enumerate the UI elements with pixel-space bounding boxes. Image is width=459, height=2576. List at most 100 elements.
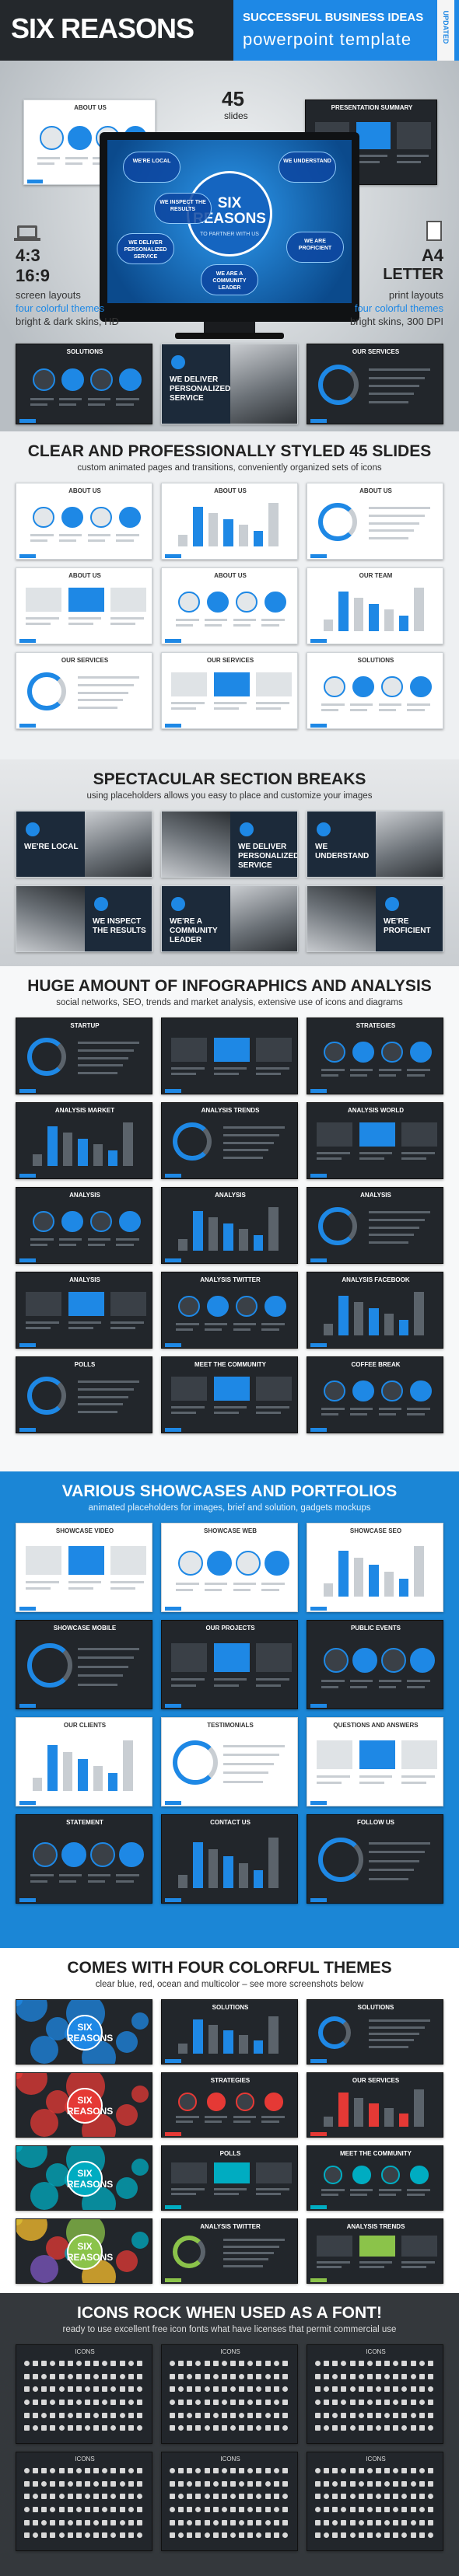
icon-glyph — [410, 2412, 416, 2418]
section-subtitle: using placeholders allows you easy to pl… — [86, 791, 373, 801]
text-line — [78, 1056, 129, 1059]
footer-tab — [19, 1607, 37, 1611]
decor-box — [256, 1037, 293, 1063]
icon-glyph — [212, 2532, 219, 2539]
decor-circle — [131, 2159, 149, 2176]
icon-glyph — [102, 2468, 108, 2473]
icon-glyph — [170, 2532, 175, 2539]
slide-title: OUR SERVICES — [206, 657, 254, 664]
section-panel — [162, 886, 230, 951]
icon-glyph — [273, 2361, 279, 2366]
icon-glyph — [265, 2532, 271, 2539]
icon-glyph — [187, 2468, 193, 2473]
icon-glyph — [187, 2425, 193, 2431]
icon-glyph — [67, 2480, 73, 2487]
text-line — [78, 691, 129, 694]
icon-glyph — [376, 2412, 381, 2418]
decor-circle — [90, 368, 114, 392]
icon-glyph — [85, 2519, 90, 2525]
text-line — [321, 1408, 345, 1411]
icon-glyph — [178, 2494, 184, 2500]
slide-thumbnail: ANALYSIS TWITTER — [161, 2218, 298, 2284]
decor-circle — [265, 591, 286, 613]
text-line — [78, 1387, 135, 1391]
icon-glyph — [212, 2480, 219, 2487]
footer-tab — [165, 1801, 182, 1805]
icon-glyph — [128, 2425, 134, 2431]
icon-glyph — [324, 2373, 330, 2379]
footer-tab — [165, 1607, 182, 1611]
text-line — [369, 1210, 431, 1213]
decor-circle — [324, 675, 345, 698]
icon-glyph — [265, 2386, 271, 2393]
decor-bar — [268, 2016, 279, 2054]
section: ICONS ROCK WHEN USED AS A FONT! ready to … — [0, 2293, 459, 2576]
slide-title: SIX REASONS — [66, 2022, 114, 2044]
icon-glyph — [75, 2507, 82, 2512]
decor-bar — [353, 597, 364, 632]
text-line — [369, 1234, 415, 1237]
footer-tab — [310, 1801, 328, 1805]
icon-glyph — [187, 2361, 193, 2366]
slide-title: ABOUT US — [214, 487, 247, 494]
icon-glyph — [178, 2412, 184, 2418]
icon-glyph — [401, 2468, 408, 2473]
icon-glyph — [332, 2507, 338, 2512]
icon-glyph — [230, 2386, 236, 2393]
icon-glyph — [366, 2494, 373, 2500]
icon-glyph — [419, 2412, 425, 2418]
decor-bar — [384, 1314, 394, 1336]
section-title: CLEAR AND PROFESSIONALLY STYLED 45 SLIDE… — [27, 442, 432, 460]
photo — [162, 812, 230, 877]
decor-box — [110, 1545, 147, 1575]
slide-thumbnail: STRATEGIES — [307, 1017, 443, 1094]
text-line — [369, 529, 415, 532]
icon-circle — [94, 897, 108, 911]
text-line — [175, 2116, 199, 2119]
decor-circle — [236, 591, 258, 613]
slide-thumbnail: SOLUTIONS — [307, 1999, 443, 2065]
decor-bar — [47, 1126, 58, 1167]
decor-circle — [381, 675, 403, 698]
icon-glyph — [110, 2507, 117, 2512]
icon-glyph — [128, 2494, 134, 2500]
text-line — [58, 1880, 77, 1883]
icon-glyph — [358, 2532, 364, 2539]
text-line — [378, 709, 397, 712]
icon-glyph — [401, 2532, 408, 2539]
icon-glyph — [119, 2373, 125, 2379]
footer-tab — [310, 2278, 328, 2282]
decor-bar — [238, 1229, 248, 1251]
icon-glyph — [221, 2494, 227, 2500]
icon-glyph — [178, 2468, 184, 2473]
icon-glyph — [204, 2519, 210, 2525]
text-line — [213, 1067, 247, 1070]
slide-title: SIX REASONS — [66, 2095, 114, 2117]
text-line — [78, 1049, 135, 1052]
slide-title: ANALYSIS — [69, 1276, 100, 1283]
icon-glyph — [50, 2373, 56, 2379]
icon-glyph — [50, 2468, 56, 2473]
text-line — [175, 2120, 194, 2124]
icon-glyph — [384, 2494, 391, 2500]
section-panel — [376, 886, 443, 951]
icon-glyph — [427, 2361, 433, 2366]
icon-glyph — [110, 2494, 117, 2500]
icon-glyph — [102, 2361, 108, 2366]
decor-bar — [324, 620, 334, 632]
slide-thumbnail: OUR SERVICES — [307, 344, 443, 424]
icon-circle — [385, 897, 399, 911]
decor-circle — [30, 2109, 58, 2137]
footer-tab — [310, 2132, 328, 2136]
slide-thumbnail: WE'RE LOCAL — [16, 811, 152, 878]
screen-info: screen layouts — [16, 289, 81, 301]
text-line — [87, 1238, 111, 1241]
decor-circle — [207, 591, 229, 613]
text-line — [223, 2239, 286, 2242]
decor-circle — [265, 1550, 290, 1576]
text-line — [378, 1408, 402, 1411]
icon-glyph — [58, 2361, 65, 2366]
text-line — [87, 1873, 111, 1876]
decor-circle — [116, 2104, 138, 2126]
decor-box — [171, 672, 208, 697]
